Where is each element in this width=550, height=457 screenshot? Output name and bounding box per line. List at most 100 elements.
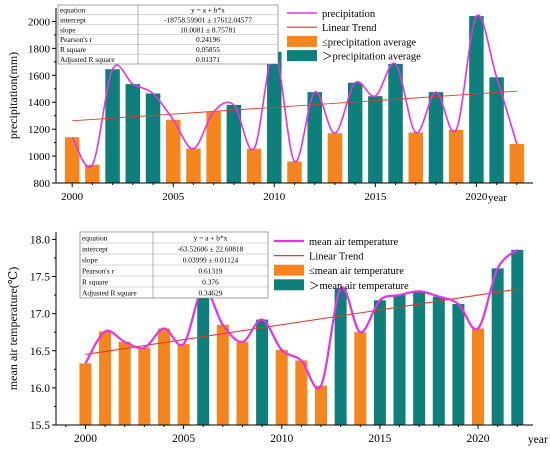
stats-row-value: y = a + b*x	[191, 6, 225, 15]
bar-2000	[64, 137, 80, 183]
bar-2013	[334, 288, 347, 425]
bar-2009	[246, 148, 262, 183]
bar-2012	[307, 92, 322, 183]
x-axis-label: year	[488, 192, 507, 204]
stats-row-value: 0.61319	[198, 267, 222, 276]
smooth-curve	[84, 248, 519, 390]
bar-2010	[275, 350, 288, 425]
stats-row-label: Pearson's r	[82, 267, 114, 276]
x-tick-label: 2020	[467, 433, 490, 445]
legend-label: ≤mean air temperature	[309, 266, 404, 277]
x-tick-label: 2015	[364, 191, 387, 203]
y-tick-label: 1000	[28, 151, 51, 163]
legend-label: ≤precipitation average	[322, 37, 416, 48]
y-tick-label: 17.5	[30, 272, 50, 284]
bar-2003	[125, 84, 141, 183]
legend-swatch-bar	[274, 264, 304, 276]
bar-2017	[408, 132, 424, 183]
stats-row-value: 0.24196	[196, 35, 220, 44]
x-tick-label: 2000	[74, 433, 97, 445]
legend-swatch-bar	[274, 279, 304, 291]
bar-2005	[177, 344, 190, 425]
stats-row-label: Pearson's r	[60, 35, 92, 44]
bar-2019	[452, 304, 465, 425]
y-tick-label: 15.5	[30, 420, 50, 432]
stats-row-label: R square	[60, 45, 87, 54]
legend-label: Linear Trend	[309, 252, 364, 263]
y-axis-label: mean air temperature(℃)	[6, 267, 20, 390]
x-tick-label: 2020	[465, 191, 488, 203]
bar-2015	[368, 96, 383, 183]
bar-2017	[413, 291, 426, 425]
bar-2020	[469, 16, 484, 183]
stats-row-label: slope	[60, 25, 76, 34]
bar-2001	[99, 331, 112, 425]
bar-2020	[472, 328, 485, 425]
stats-row-value: 0.34629	[198, 289, 222, 298]
bar-2022	[509, 143, 525, 183]
stats-row-value: 0.03999 ± 0.01124	[183, 256, 239, 265]
bar-2001	[85, 164, 100, 183]
smooth-curve	[71, 14, 518, 168]
precipitation-chart: 800 1000 1200 1400 1600 1800 2000 2000 2005 2010 2…	[6, 4, 533, 204]
stats-row-label: slope	[82, 256, 98, 265]
bar-2014	[347, 82, 363, 183]
bar-2014	[354, 332, 367, 425]
x-tick-label: 2005	[162, 191, 185, 203]
y-axis-label: precipitation(mm)	[6, 52, 20, 139]
bar-2008	[236, 341, 249, 425]
bar-2011	[295, 360, 308, 425]
stats-row-value: -63.52606 ± 22.60818	[178, 245, 244, 254]
bar-2000	[79, 363, 92, 425]
bar-2018	[428, 92, 444, 183]
bar-2007	[206, 111, 221, 183]
bar-2004	[157, 328, 170, 425]
linear-trend-line	[85, 288, 518, 356]
stats-row-label: equation	[82, 234, 108, 243]
bar-2003	[138, 347, 151, 425]
stats-row-label: Adjusted R square	[82, 289, 137, 298]
y-tick-label: 1600	[28, 70, 51, 82]
y-tick-label: 17.0	[30, 309, 50, 321]
legend-swatch-bar	[287, 35, 317, 47]
bar-2007	[216, 324, 229, 425]
stats-row-value: -18758.59901 ± 17612.04577	[164, 16, 252, 25]
stats-row-value: 0.01371	[196, 55, 220, 64]
stats-row-label: equation	[60, 6, 86, 15]
bar-2019	[448, 129, 464, 183]
x-tick-label: 2005	[172, 433, 195, 445]
bar-2016	[388, 63, 403, 184]
bar-2018	[432, 296, 445, 425]
y-tick-label: 16.0	[30, 383, 50, 395]
stats-row-label: intercept	[60, 16, 87, 25]
legend-label: ＞mean air temperature	[309, 281, 409, 292]
stats-row-label: Adjusted R square	[60, 55, 115, 64]
stats-row-value: 0.376	[202, 278, 219, 287]
bar-2016	[393, 295, 406, 425]
legend-label: Linear Trend	[322, 23, 377, 34]
bar-2021	[489, 77, 504, 183]
x-axis-label: year	[528, 434, 548, 446]
bar-2002	[105, 69, 120, 183]
x-tick-label: 2010	[263, 191, 286, 203]
linear-trend-line	[72, 90, 517, 122]
temperature-chart: 15.5 16.0 16.5 17.0 17.5 18.0 2000 2005 2010 2015…	[6, 231, 548, 446]
legend-swatch-bar	[287, 50, 317, 62]
bar-2006	[186, 148, 201, 183]
bar-2022	[511, 249, 524, 425]
legend-label: precipitation	[322, 9, 376, 20]
bar-2011	[287, 161, 302, 183]
y-tick-label: 18.0	[30, 234, 50, 246]
legend-label: ＞precipitation average	[322, 52, 421, 63]
y-tick-label: 2000	[28, 16, 51, 28]
stats-row-value: 0.05855	[196, 45, 220, 54]
y-tick-label: 800	[34, 178, 51, 190]
x-tick-label: 2015	[368, 433, 391, 445]
y-tick-label: 1400	[28, 97, 51, 109]
y-tick-label: 1200	[28, 124, 51, 136]
y-tick-label: 16.5	[30, 346, 50, 358]
x-tick-label: 2000	[61, 191, 84, 203]
bar-2005	[165, 119, 181, 183]
bar-2006	[197, 288, 210, 425]
